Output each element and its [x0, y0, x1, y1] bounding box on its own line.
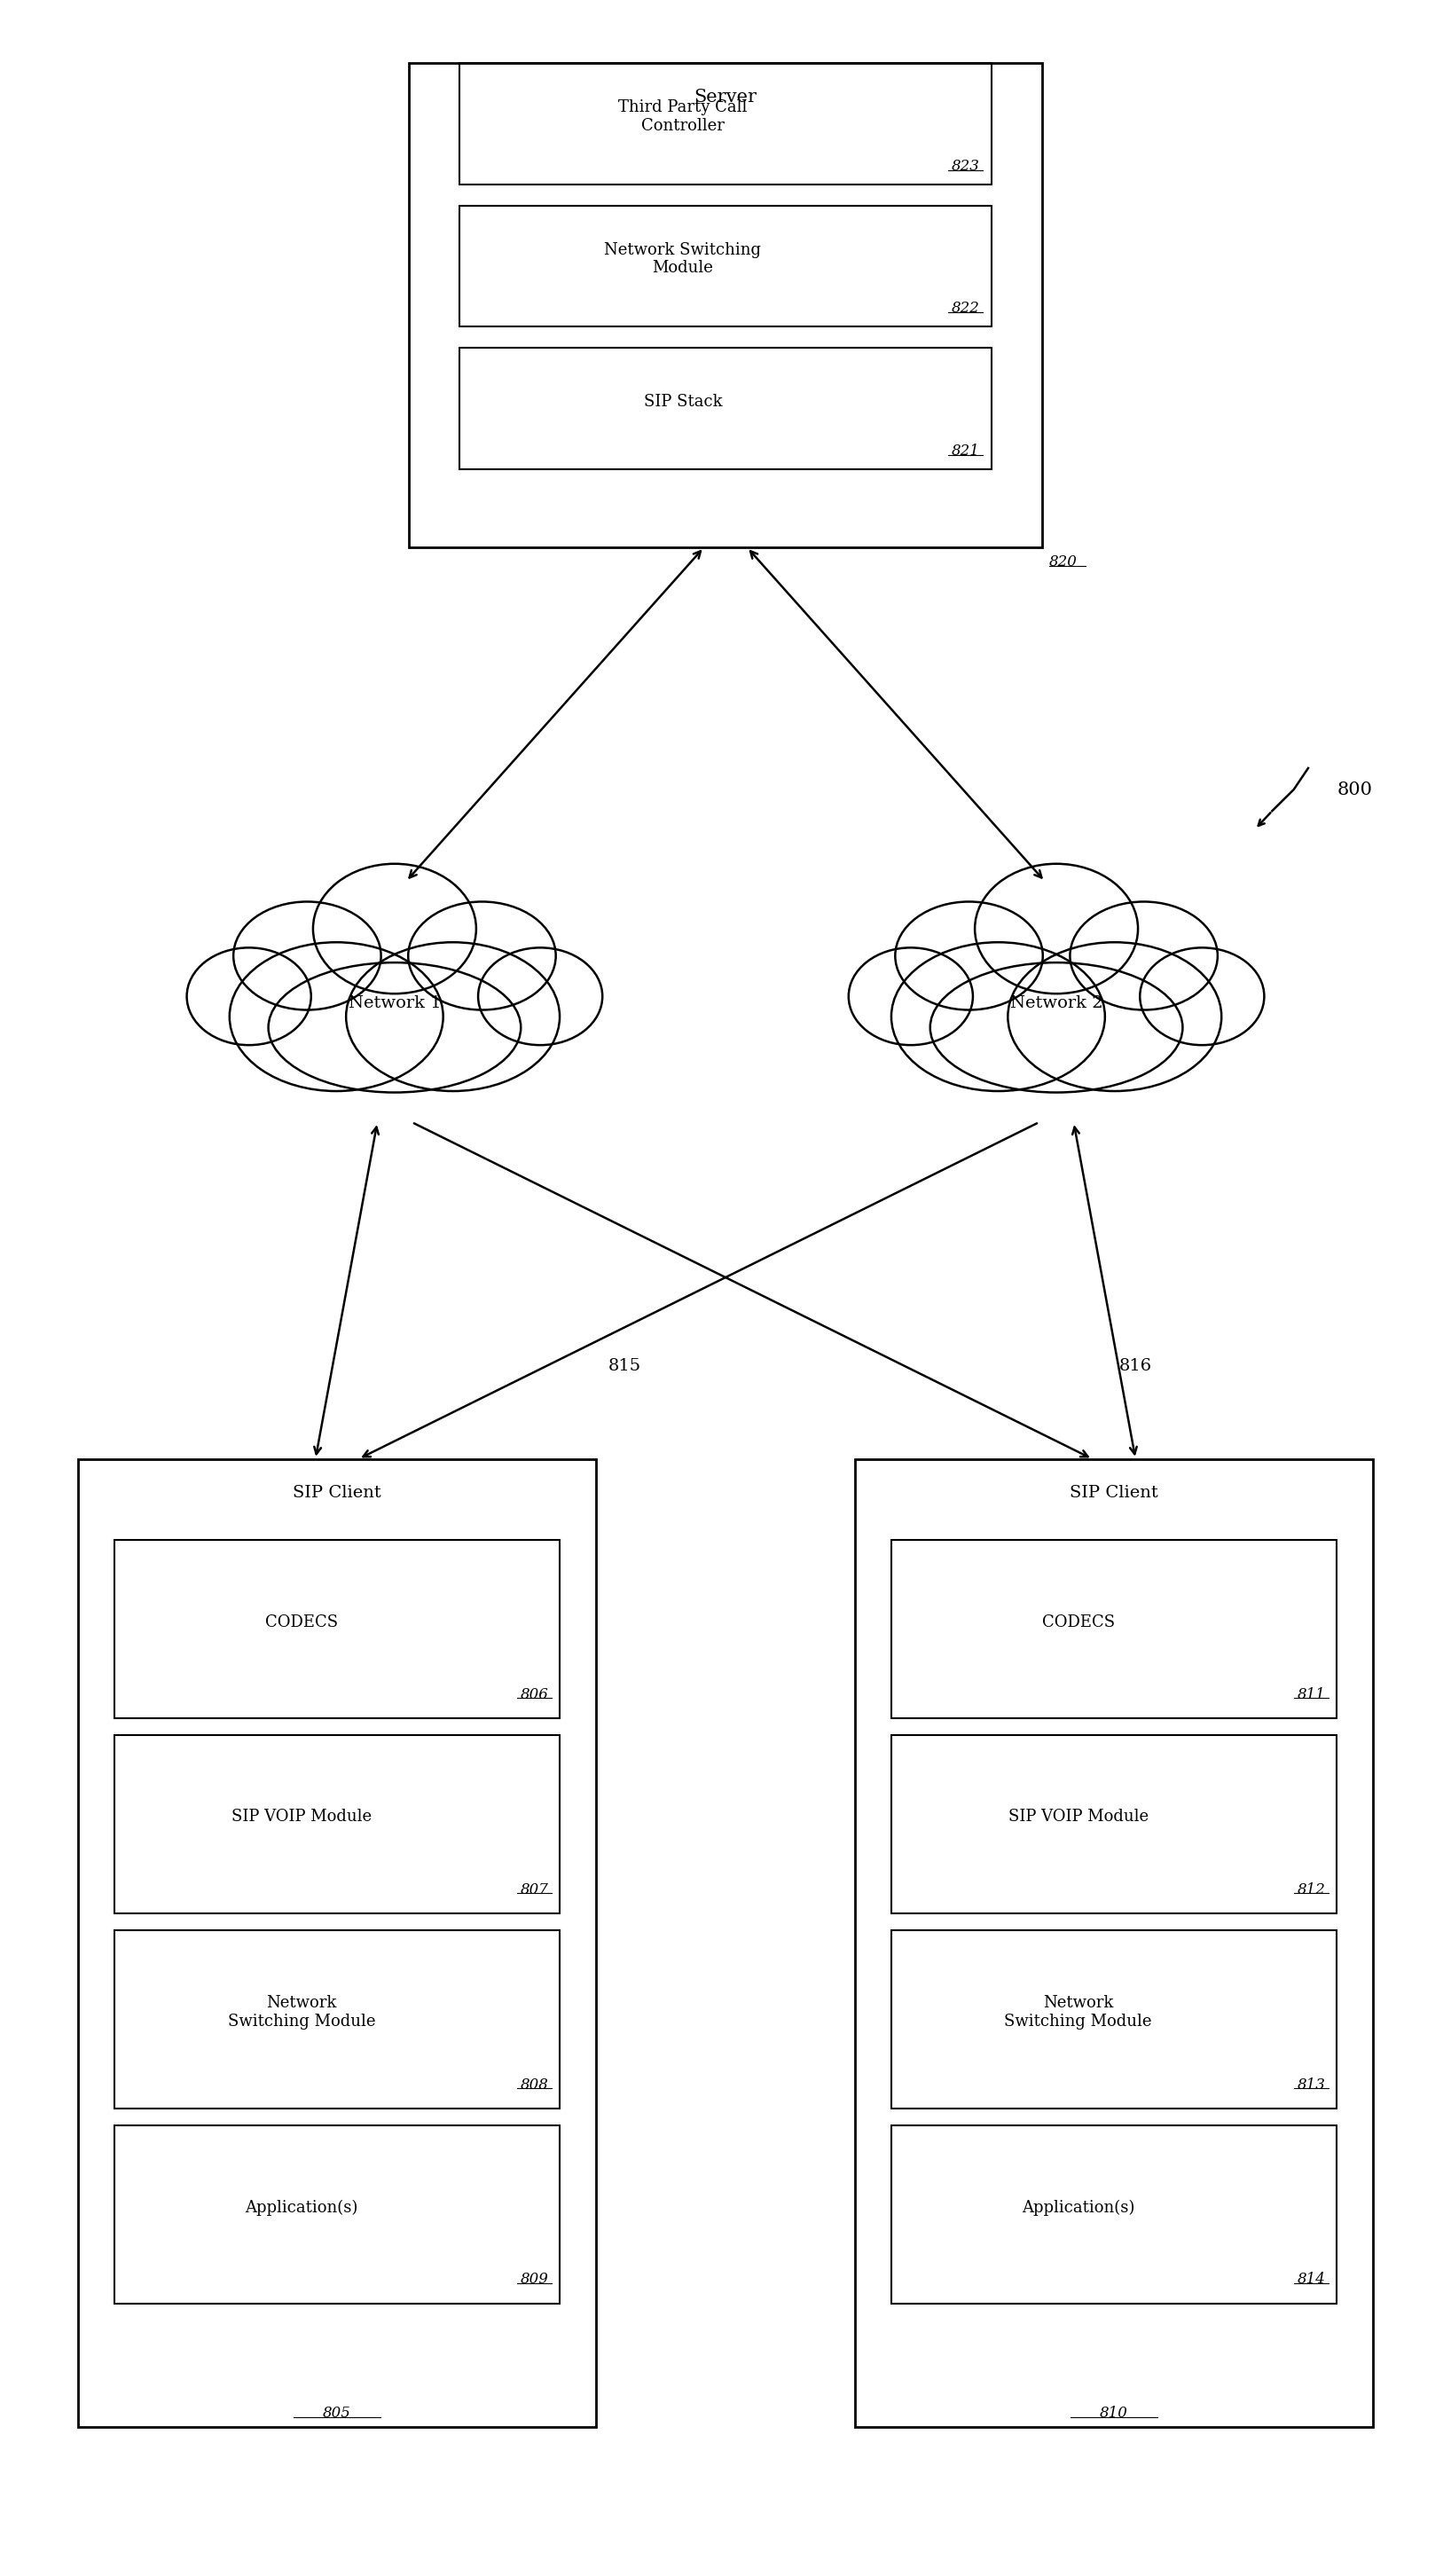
Bar — [891, 2125, 1336, 2303]
Ellipse shape — [234, 902, 382, 1010]
Text: SIP VOIP Module: SIP VOIP Module — [1008, 1808, 1148, 1826]
Text: Application(s): Application(s) — [1022, 2200, 1135, 2215]
Text: Application(s): Application(s) — [245, 2200, 358, 2215]
Text: SIP Client: SIP Client — [1069, 1484, 1158, 1499]
Bar — [460, 348, 991, 469]
Text: 812: 812 — [1297, 1883, 1325, 1896]
Ellipse shape — [187, 948, 311, 1046]
Bar — [891, 1736, 1336, 1914]
Bar — [891, 1929, 1336, 2107]
Bar — [891, 1736, 1336, 1914]
Text: 805: 805 — [324, 2406, 351, 2421]
Bar — [115, 1929, 560, 2107]
Bar — [115, 1736, 560, 1914]
Bar — [115, 2125, 560, 2303]
Ellipse shape — [479, 948, 602, 1046]
Text: 809: 809 — [521, 2272, 548, 2287]
Text: 822: 822 — [952, 301, 979, 317]
Text: Network Switching
Module: Network Switching Module — [605, 242, 762, 276]
Text: Network 1: Network 1 — [348, 994, 441, 1012]
Text: Network
Switching Module: Network Switching Module — [228, 1994, 376, 2030]
Bar — [855, 1458, 1373, 2427]
Bar — [891, 1540, 1336, 1718]
Ellipse shape — [345, 943, 560, 1092]
Text: SIP Stack: SIP Stack — [644, 394, 723, 410]
Bar — [460, 348, 991, 469]
Text: Network 2: Network 2 — [1010, 994, 1103, 1012]
Text: 808: 808 — [521, 2076, 548, 2092]
Text: 800: 800 — [1336, 781, 1373, 799]
Text: 821: 821 — [952, 443, 979, 459]
Bar — [78, 1458, 596, 2427]
Text: 815: 815 — [608, 1358, 641, 1376]
Bar — [460, 206, 991, 327]
Bar — [855, 1458, 1373, 2427]
Bar — [460, 206, 991, 327]
Ellipse shape — [1069, 902, 1217, 1010]
Text: 806: 806 — [521, 1687, 548, 1703]
Text: Network
Switching Module: Network Switching Module — [1004, 1994, 1152, 2030]
Text: 816: 816 — [1119, 1358, 1152, 1376]
Ellipse shape — [975, 863, 1138, 994]
Ellipse shape — [849, 948, 972, 1046]
Ellipse shape — [408, 902, 556, 1010]
Bar — [891, 1929, 1336, 2107]
Bar — [115, 1736, 560, 1914]
Text: Server: Server — [694, 88, 757, 106]
Ellipse shape — [313, 863, 476, 994]
Text: SIP VOIP Module: SIP VOIP Module — [231, 1808, 371, 1826]
Ellipse shape — [1008, 943, 1222, 1092]
Text: SIP Client: SIP Client — [293, 1484, 382, 1499]
Text: 810: 810 — [1100, 2406, 1127, 2421]
Ellipse shape — [930, 963, 1183, 1092]
Bar — [460, 64, 991, 185]
Bar — [409, 64, 1042, 546]
Bar — [409, 64, 1042, 546]
Text: 820: 820 — [1049, 554, 1078, 569]
Ellipse shape — [1140, 948, 1264, 1046]
Ellipse shape — [229, 943, 443, 1092]
Bar — [115, 1540, 560, 1718]
Ellipse shape — [895, 902, 1043, 1010]
Bar — [891, 2125, 1336, 2303]
Bar — [460, 64, 991, 185]
Text: CODECS: CODECS — [266, 1615, 338, 1631]
Text: CODECS: CODECS — [1042, 1615, 1114, 1631]
Bar — [891, 1540, 1336, 1718]
Ellipse shape — [268, 963, 521, 1092]
Bar — [115, 1929, 560, 2107]
Text: 811: 811 — [1297, 1687, 1325, 1703]
Text: 823: 823 — [952, 160, 979, 173]
Ellipse shape — [891, 943, 1106, 1092]
Text: 807: 807 — [521, 1883, 548, 1896]
Text: 813: 813 — [1297, 2076, 1325, 2092]
Bar — [115, 1540, 560, 1718]
Bar — [115, 2125, 560, 2303]
Bar — [78, 1458, 596, 2427]
Text: Third Party Call
Controller: Third Party Call Controller — [618, 100, 747, 134]
Text: 814: 814 — [1297, 2272, 1325, 2287]
